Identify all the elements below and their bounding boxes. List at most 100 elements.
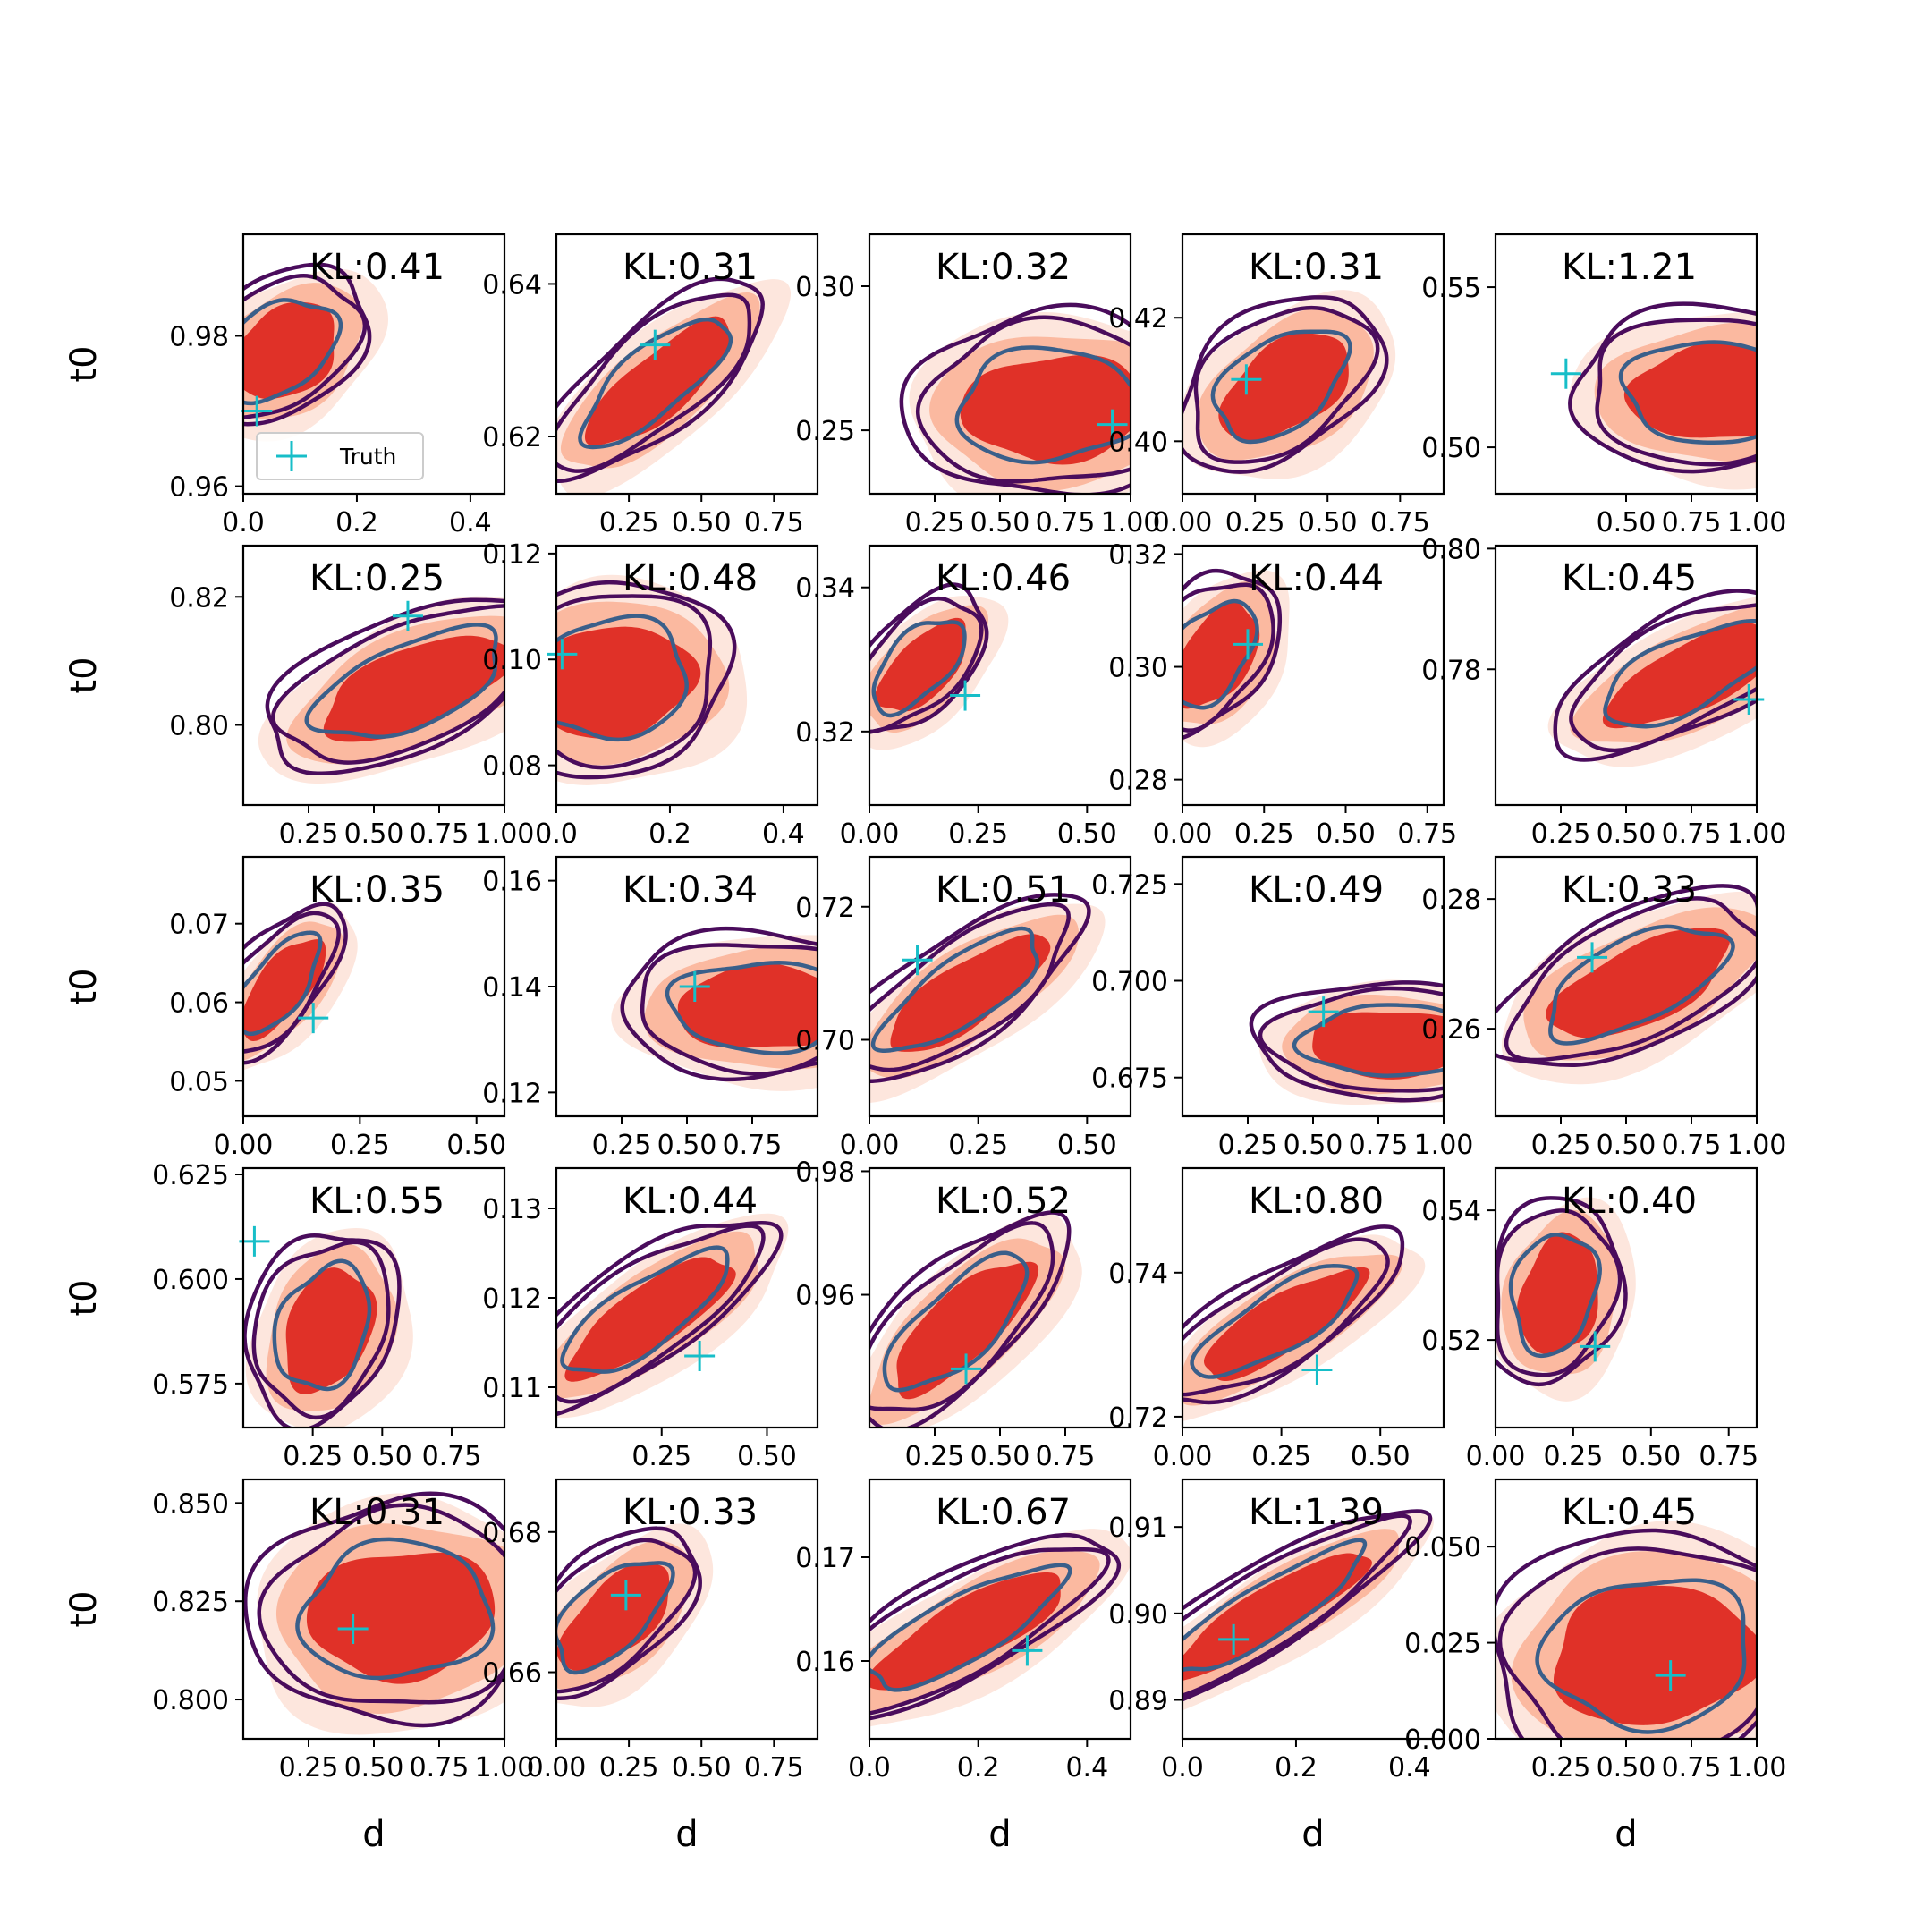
truth-marker [684, 1341, 716, 1371]
axes-frame [1181, 1166, 1445, 1429]
line-contour-outer [556, 276, 765, 484]
line-contour-middle [1182, 582, 1275, 733]
filled-contour-level-3 [556, 1563, 670, 1672]
subplot-23: 0.0 0.2 0.4 0.16 0.17 KL:0.67 d [795, 1478, 1132, 1855]
x-tick-label: 0.25 [1218, 1130, 1278, 1161]
x-tick-label: 0.00 [1153, 507, 1213, 538]
y-tick-label: 0.000 [1404, 1724, 1481, 1756]
y-tick-label: 0.50 [1421, 433, 1481, 464]
line-contour-inner [243, 298, 343, 406]
y-tick-label: 0.07 [169, 910, 229, 941]
subplot-3: 0.25 0.50 0.75 1.000.250.30 KL:0.32 [795, 233, 1160, 538]
line-contour-inner [954, 345, 1131, 465]
x-tick-label: 0.50 [1284, 1130, 1343, 1161]
y-tick-label: 0.98 [795, 1157, 855, 1188]
legend: Truth [256, 432, 424, 480]
kl-annotation: KL:0.55 [309, 1181, 445, 1222]
line-contour-inner [243, 930, 323, 1037]
line-contour-middle [556, 292, 752, 473]
truth-marker [951, 1353, 982, 1385]
density-contours [611, 926, 818, 1091]
x-tick-label: 0.2 [1275, 1752, 1318, 1784]
kl-annotation: KL:0.48 [623, 558, 758, 599]
line-contour-inner [1182, 1538, 1368, 1673]
kl-annotation: KL:1.21 [1562, 247, 1697, 288]
y-tick-label: 0.08 [482, 751, 542, 783]
y-tick-label: 0.16 [795, 1647, 855, 1678]
line-contour-inner [272, 1258, 372, 1392]
line-contour-outer [1568, 301, 1757, 474]
line-contour-inner [665, 961, 818, 1055]
density-contours [869, 582, 1009, 750]
line-contour-outer [1496, 1528, 1757, 1739]
density-contours [899, 302, 1131, 494]
x-tick-label: 0.25 [279, 1752, 339, 1784]
filled-contour-level-3 [1602, 622, 1757, 729]
line-contour-middle [1497, 1546, 1757, 1739]
y-tick-label: 0.13 [482, 1194, 542, 1225]
density-contours [243, 262, 388, 442]
truth-marker [1733, 683, 1765, 715]
line-contour-inner [1535, 1578, 1747, 1734]
filled-contour-level-3 [960, 354, 1131, 465]
axes-frame [868, 544, 1132, 807]
y-tick-label: 0.90 [1108, 1599, 1168, 1631]
legend-label: Truth [339, 444, 396, 470]
y-tick-label: 0.89 [1108, 1686, 1168, 1717]
x-tick-label: 0.75 [723, 1130, 783, 1161]
density-contours [1182, 290, 1396, 479]
filled-contour-level-3 [1517, 1232, 1598, 1354]
line-contour-inner [295, 1537, 496, 1681]
filled-contour-level-3 [1203, 1267, 1370, 1381]
x-tick-label: 0.75 [1036, 507, 1096, 538]
x-tick-label: 0.25 [599, 1752, 659, 1784]
kl-annotation: KL:0.45 [1562, 1492, 1697, 1533]
axes-frame [242, 855, 506, 1118]
line-contour-outer [869, 582, 989, 734]
line-contour-middle [243, 911, 341, 1054]
y-axis-label: t0 [64, 968, 105, 1004]
subplot-2: 0.25 0.50 0.75 0.62 0.64 KL:0.31 [482, 233, 819, 538]
y-tick-label: 0.575 [152, 1369, 229, 1401]
line-contour-inner [556, 614, 689, 742]
truth-marker [950, 680, 981, 711]
y-tick-label: 0.25 [795, 416, 855, 447]
truth-marker [1301, 1354, 1333, 1385]
line-contour-outer [1553, 589, 1757, 762]
subplot-18: 0.25 0.50 0.75 0.96 0.98 KL:0.52 [795, 1157, 1132, 1472]
x-tick-label: 0.50 [1057, 1130, 1117, 1161]
y-tick-label: 0.96 [795, 1281, 855, 1312]
x-tick-label: 0.75 [1036, 1441, 1096, 1472]
y-tick-label: 0.52 [1421, 1326, 1481, 1357]
y-tick-label: 0.91 [1108, 1513, 1168, 1544]
y-tick-label: 0.62 [482, 422, 542, 453]
x-tick-label: 0.25 [948, 1130, 1008, 1161]
line-contour-middle [270, 604, 504, 765]
subplot-10: 0.25 0.50 0.75 1.00 0.78 0.80 KL:0.45 [1421, 534, 1786, 850]
y-tick-label: 0.98 [169, 321, 229, 352]
y-tick-label: 0.825 [152, 1587, 229, 1618]
x-tick-label: 0.0 [535, 818, 578, 850]
density-contours [1496, 1521, 1757, 1739]
subplot-8: 0.00 0.25 0.50 0.32 0.34 KL:0.46 [795, 544, 1132, 850]
y-tick-label: 0.64 [482, 269, 542, 301]
x-tick-label: 0.50 [1351, 1441, 1411, 1472]
x-tick-label: 0.25 [948, 818, 1008, 850]
kl-annotation: KL:0.51 [936, 869, 1071, 911]
x-tick-label: 0.50 [1298, 507, 1358, 538]
x-tick-label: 0.25 [330, 1130, 390, 1161]
line-contour-middle [556, 1538, 698, 1694]
x-tick-label: 0.75 [1349, 1130, 1409, 1161]
x-tick-label: 0.4 [1065, 1752, 1108, 1784]
x-tick-label: 0.0 [1161, 1752, 1204, 1784]
y-tick-label: 0.725 [1091, 869, 1168, 901]
truth-marker [298, 1003, 329, 1034]
x-tick-label: 0.25 [279, 818, 339, 850]
line-contour-inner [1210, 329, 1352, 445]
truth-marker [337, 1613, 369, 1644]
filled-contour-level-3 [1312, 1012, 1444, 1080]
y-tick-label: 0.06 [169, 988, 229, 1020]
y-tick-label: 0.600 [152, 1265, 229, 1296]
y-tick-label: 0.12 [482, 1078, 542, 1109]
line-contour-inner [556, 1561, 675, 1675]
